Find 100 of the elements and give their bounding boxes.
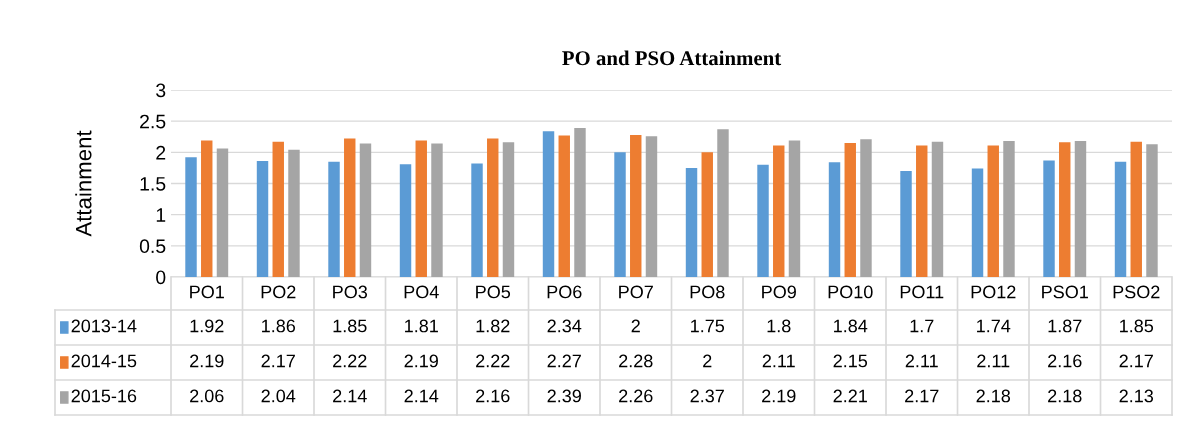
bar [828,162,841,277]
data-label: 1.8 [767,319,791,333]
bar [542,131,555,277]
data-label: 1.87 [1048,319,1082,333]
bar [399,164,412,277]
bar [931,141,944,277]
data-label: 2 [703,354,712,368]
data-label: 2.16 [476,389,510,403]
x-tick-label: PO5 [476,285,511,299]
data-label: 2.18 [976,389,1011,403]
bar [717,129,729,277]
legend-label: 2015-16 [71,389,137,403]
data-label: 1.86 [262,319,296,333]
x-tick-label: PO7 [619,285,653,299]
x-tick-label: PO2 [261,285,296,299]
data-label: 2.15 [833,354,868,368]
y-tick-label: 0 [156,270,166,285]
bar [1059,142,1071,277]
bar [1043,160,1055,277]
data-label: 2.37 [690,389,724,403]
x-tick-label: PO1 [190,285,224,299]
bar [201,140,213,277]
y-tick-label: 1 [156,208,166,222]
data-label: 1.84 [834,319,868,333]
data-label: 2.22 [476,354,510,368]
legend-label: 2014-15 [71,354,137,368]
data-label: 1.92 [190,319,224,333]
x-tick-label: PO10 [828,285,873,299]
x-tick-label: PO9 [762,285,796,299]
data-label: 2.16 [1048,354,1082,368]
data-label: 1.85 [333,319,367,333]
data-label: 2.39 [547,389,581,403]
y-tick-label: 2.5 [140,114,166,129]
bar [788,140,801,277]
bar [900,171,912,277]
data-label: 2.19 [404,354,438,368]
data-label: 2.11 [977,354,1010,368]
x-tick-label: PO12 [971,285,1016,299]
bar [1074,141,1087,277]
data-label: 2.17 [261,354,295,368]
y-tick-label: 2 [156,145,166,160]
x-tick-label: PSO1 [1042,285,1088,299]
x-tick-label: PO8 [690,285,725,299]
bar [415,140,427,277]
data-label: 2.18 [1048,389,1082,403]
bar [328,161,340,277]
bar [773,145,785,277]
bar [757,164,769,277]
bar [1003,141,1015,277]
y-axis-title: Attainment [75,130,92,237]
data-label: 2.14 [333,389,367,403]
bar [431,143,443,277]
bar [685,167,698,277]
data-label: 2.26 [619,389,653,403]
data-label: 2.17 [905,389,939,403]
bar [288,149,300,277]
bar [359,143,372,277]
x-tick-label: PSO2 [1113,285,1160,299]
bar [471,163,483,277]
bar [916,145,928,277]
data-label: 2.04 [261,389,296,403]
data-label: 2 [631,319,640,333]
bar [344,138,356,277]
bar [558,135,570,277]
y-tick-label: 0.5 [139,239,166,254]
chart-title: PO and PSO Attainment [562,50,782,66]
bar [1146,144,1158,277]
data-label: 2.11 [762,354,795,368]
data-label: 1.85 [1120,319,1154,333]
bar [860,139,872,277]
data-label: 1.82 [476,319,510,333]
bar [216,148,229,277]
data-label: 2.14 [404,389,439,403]
bar [256,161,269,277]
data-label: 2.19 [190,354,224,368]
data-label: 2.34 [547,319,582,333]
x-tick-label: PO3 [333,285,368,299]
legend-label: 2013-14 [71,319,137,333]
bar [701,152,713,277]
bar [185,157,197,277]
bar [502,142,515,277]
bar [272,141,284,277]
x-tick-label: PO4 [404,285,439,299]
data-label: 2.17 [1119,354,1153,368]
data-label: 2.27 [547,354,581,368]
bar [971,168,984,277]
bar [614,152,626,277]
data-label: 1.74 [977,319,1011,333]
data-label: 1.7 [910,319,934,333]
data-label: 2.11 [905,354,938,368]
data-label: 2.21 [833,389,867,403]
data-label: 2.22 [333,354,367,368]
data-label: 2.28 [619,354,653,368]
bar [1130,141,1142,277]
y-tick-label: 1.5 [140,177,166,191]
data-label: 1.75 [691,319,725,333]
bar [844,142,856,277]
bar [987,145,999,277]
x-tick-label: PO11 [900,285,944,299]
data-label: 2.13 [1119,389,1154,403]
